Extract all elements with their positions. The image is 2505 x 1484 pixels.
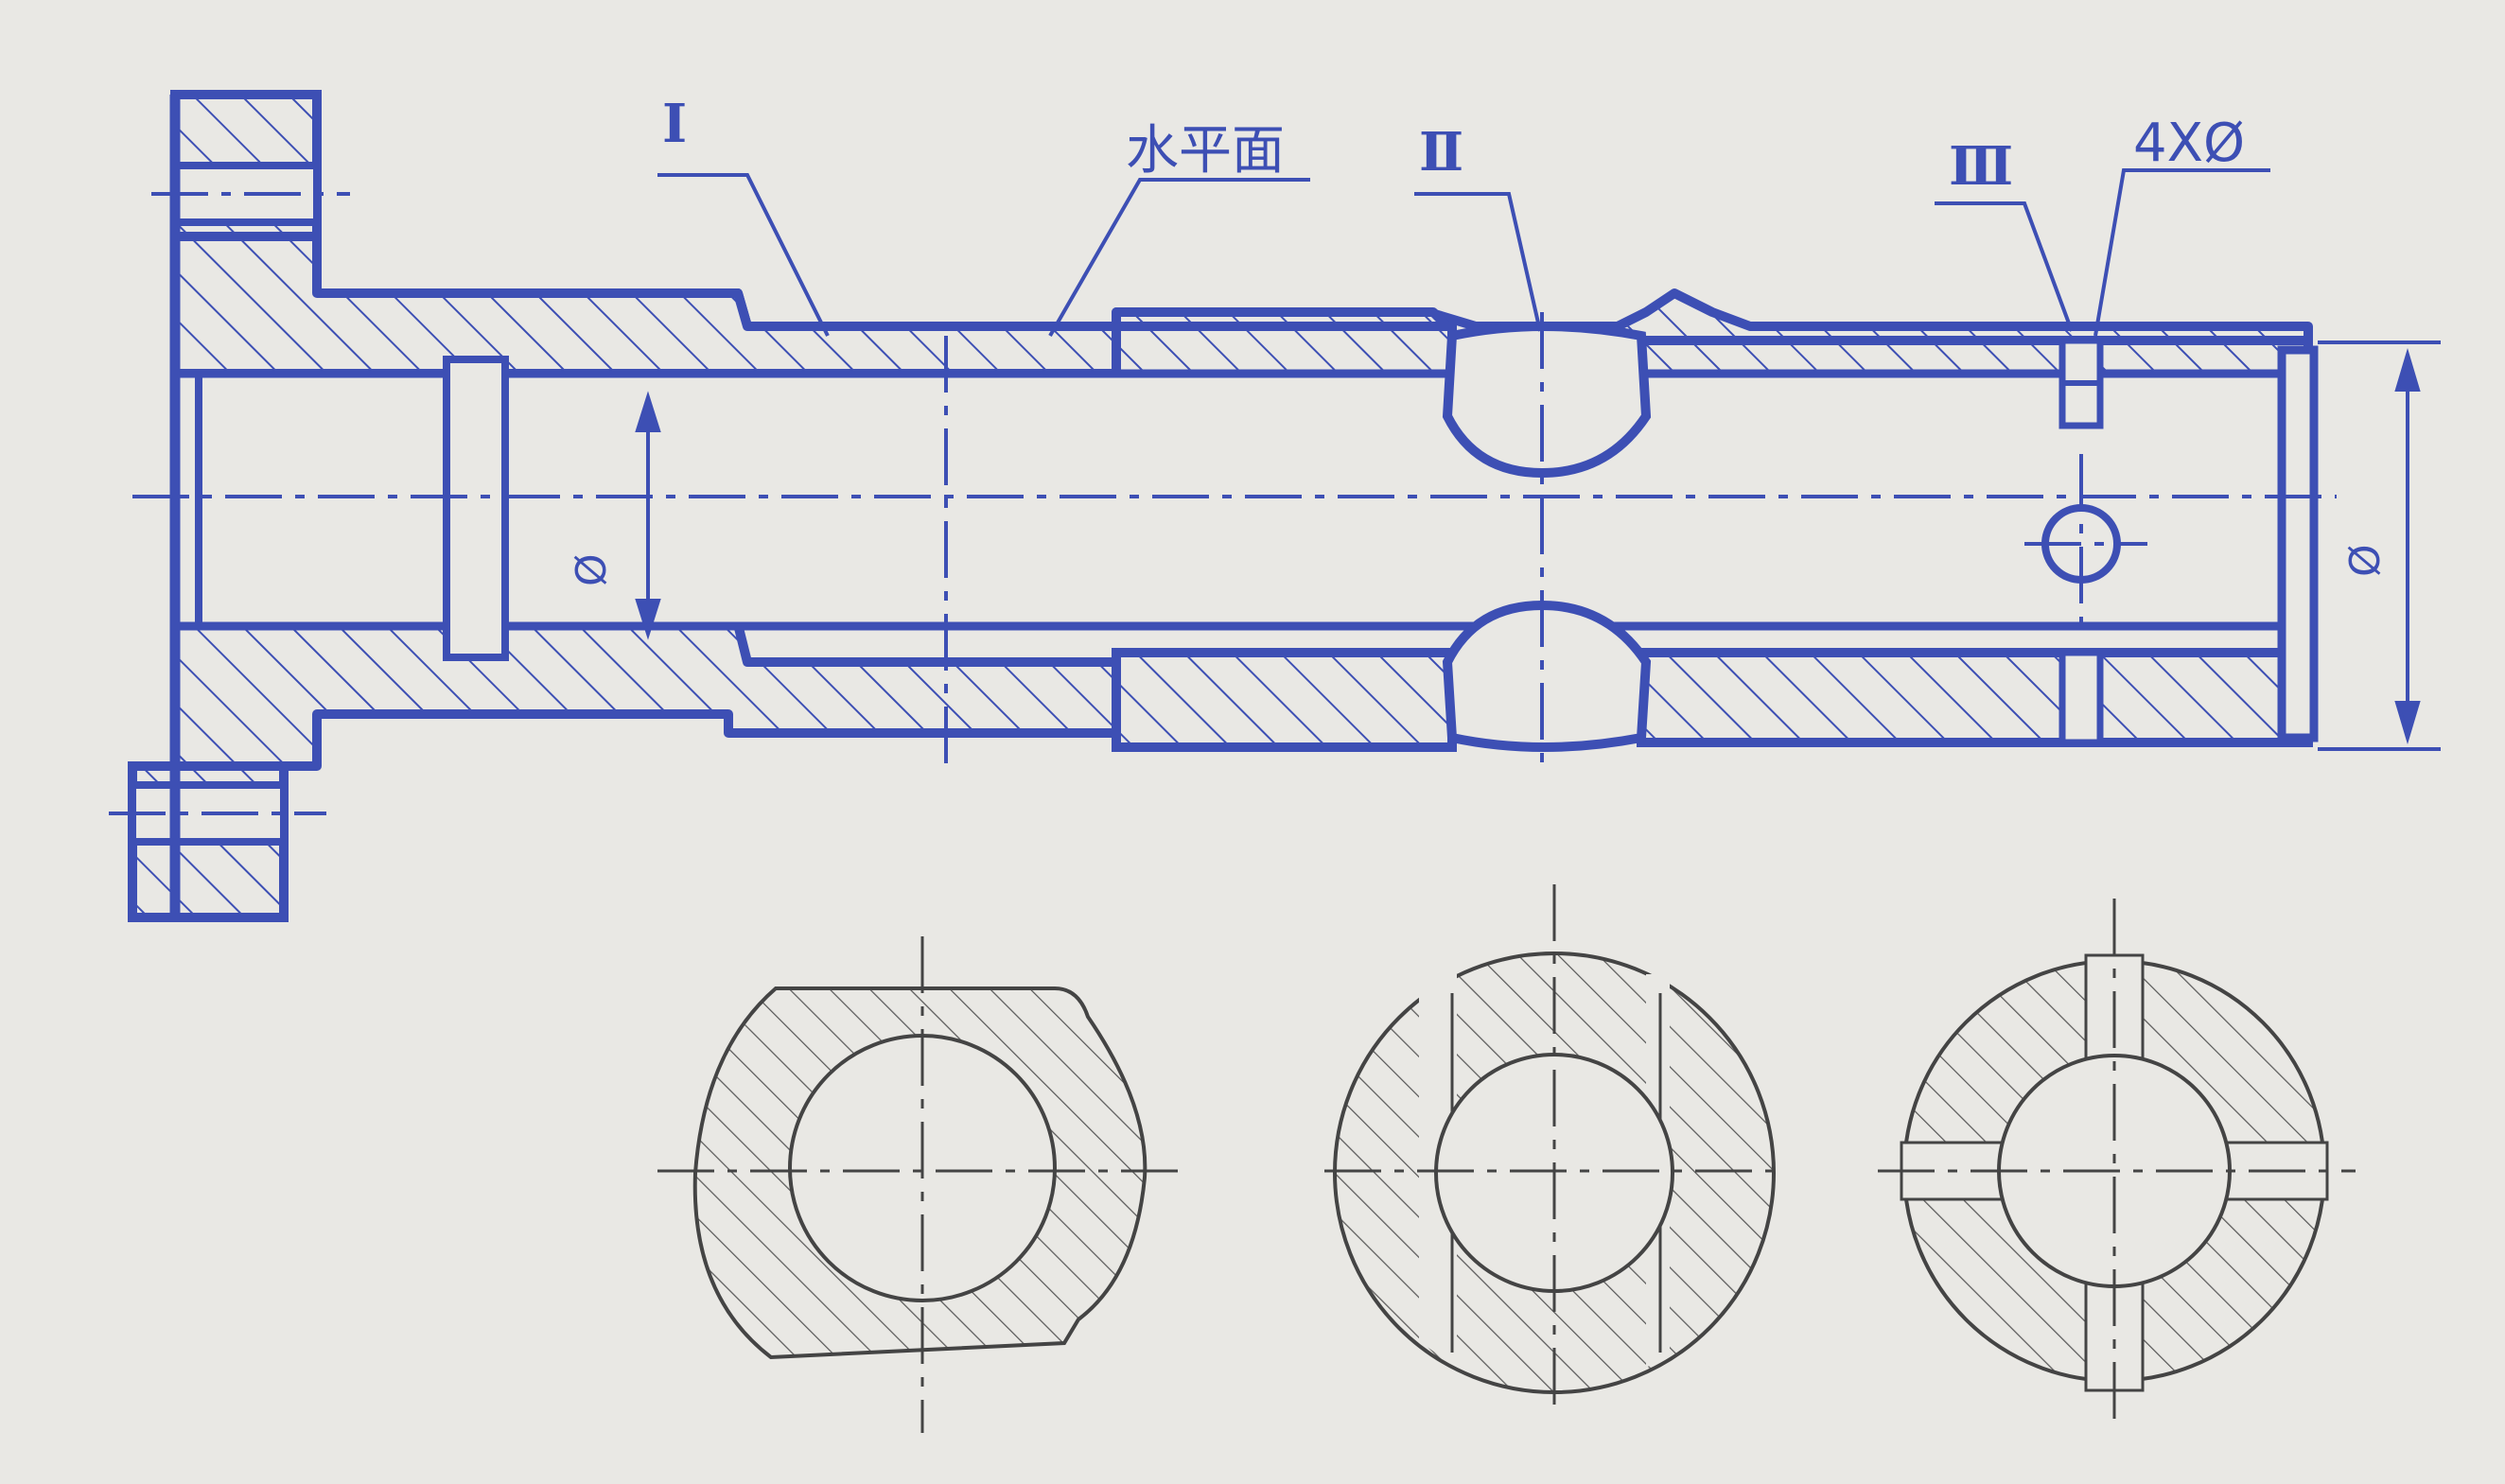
body-bottom-wall-right <box>1637 648 2313 747</box>
body-bottom-wall-left <box>170 620 1121 771</box>
label-dia-left: Ø <box>568 553 616 586</box>
cross-section-1 <box>657 936 1187 1433</box>
groove <box>443 356 509 661</box>
label-section-2: Ⅱ <box>1419 121 1463 183</box>
bore <box>175 374 2308 624</box>
right-end-face <box>2277 345 2319 742</box>
body-bottom-wall-mid <box>1112 648 1457 752</box>
body-top-wall-left <box>170 232 1121 378</box>
label-section-1: I <box>662 93 687 155</box>
cross-hole-bottom <box>1442 600 1652 752</box>
label-holes: 4XØ <box>2133 113 2245 174</box>
label-dia-right: Ø <box>2341 544 2390 577</box>
centre-lines <box>109 192 2337 815</box>
dimension-left-diameter <box>635 391 661 640</box>
label-section-3: Ⅲ <box>1949 135 2013 198</box>
main-section-view: Ø Ø I 水平面 Ⅱ Ⅲ 4XØ <box>109 90 2441 922</box>
cross-section-3 <box>1878 899 2356 1423</box>
cross-section-2 <box>1324 884 1783 1414</box>
radial-hole-bottom <box>2058 649 2104 746</box>
cross-hole-top <box>1442 322 1652 479</box>
leader-lines <box>657 168 2270 337</box>
dimension-right-diameter <box>2318 340 2441 751</box>
label-plane: 水平面 <box>1126 120 1285 182</box>
